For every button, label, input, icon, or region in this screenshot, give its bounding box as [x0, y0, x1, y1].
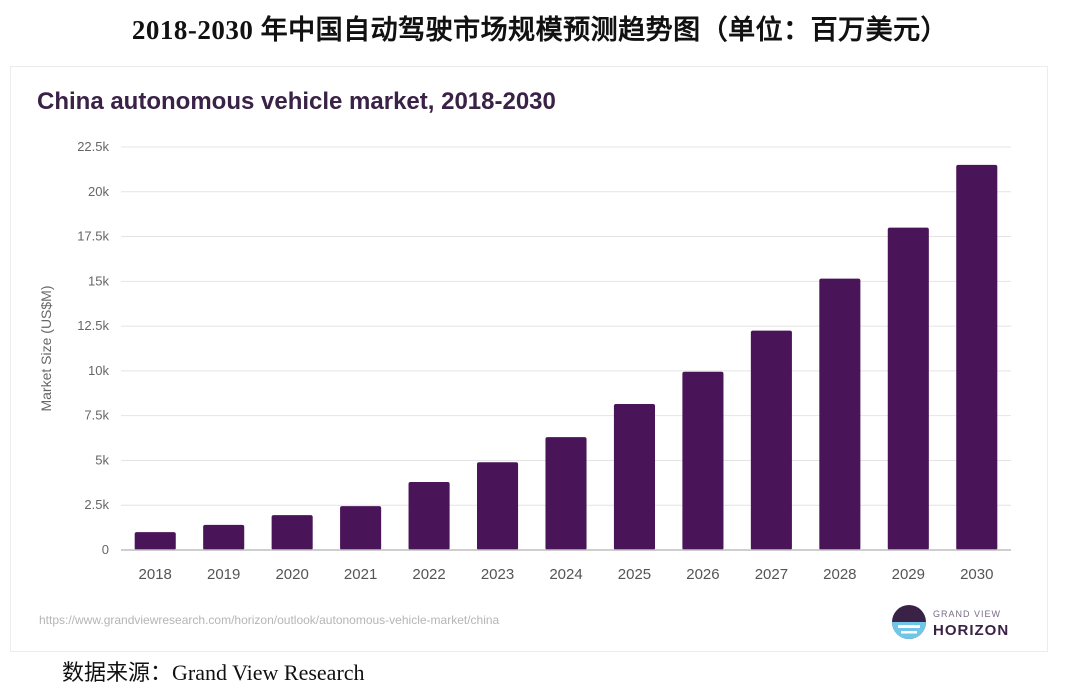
- x-tick-label: 2027: [755, 566, 788, 583]
- y-tick-label: 5k: [95, 452, 109, 467]
- bar-2018: [134, 532, 176, 550]
- y-tick-label: 15k: [88, 273, 109, 288]
- bar-2021: [340, 506, 382, 550]
- x-tick-label: 2018: [139, 566, 172, 583]
- gridlines: [121, 146, 1011, 506]
- bar-2025: [613, 404, 655, 550]
- y-tick-label: 22.5k: [77, 139, 109, 154]
- y-tick-label: 17.5k: [77, 229, 109, 244]
- y-tick-label: 12.5k: [77, 318, 109, 333]
- source-url[interactable]: https://www.grandviewresearch.com/horizo…: [39, 613, 500, 627]
- x-tick-label: 2023: [481, 566, 514, 583]
- bar-chart: China autonomous vehicle market, 2018-20…: [37, 88, 1011, 639]
- y-tick-label: 7.5k: [84, 408, 109, 423]
- y-axis-ticks: 0 2.5k 5k 7.5k 10k 12.5k 15k 17.5k 20k 22.5k: [77, 139, 109, 557]
- chart-title: China autonomous vehicle market, 2018-20…: [37, 88, 556, 115]
- y-tick-label: 10k: [88, 363, 109, 378]
- bar-2029: [887, 227, 929, 550]
- x-tick-label: 2025: [618, 566, 651, 583]
- bar-2020: [271, 515, 313, 550]
- x-tick-label: 2028: [823, 566, 856, 583]
- y-tick-label: 2.5k: [84, 497, 109, 512]
- x-tick-label: 2024: [549, 566, 582, 583]
- x-tick-label: 2019: [207, 566, 240, 583]
- bars: [134, 164, 998, 550]
- page-title: 2018-2030 年中国自动驾驶市场规模预测趋势图（单位：百万美元）: [131, 15, 949, 45]
- x-tick-label: 2030: [960, 566, 993, 583]
- source-line: 数据来源：Grand View Research: [62, 660, 365, 685]
- chart-card: China autonomous vehicle market, 2018-20…: [10, 66, 1048, 652]
- bar-2023: [477, 462, 519, 550]
- x-axis-ticks: 2018 2019 2020 2021 2022 2023 2024 2025 2026 2027…: [139, 566, 994, 583]
- x-tick-label: 2022: [412, 566, 445, 583]
- bar-2027: [750, 330, 792, 550]
- bar-2019: [203, 524, 245, 550]
- bar-2024: [545, 437, 587, 550]
- y-axis-label: Market Size (US$M): [38, 285, 54, 411]
- bar-2026: [682, 371, 724, 550]
- x-tick-label: 2026: [686, 566, 719, 583]
- bar-2022: [408, 481, 450, 550]
- y-tick-label: 0: [102, 542, 109, 557]
- grand-view-horizon-logo: GRAND VIEW HORIZON: [892, 605, 1009, 639]
- x-tick-label: 2021: [344, 566, 377, 583]
- bar-2030: [956, 164, 998, 550]
- brand-bottom-text: HORIZON: [933, 622, 1009, 639]
- x-tick-label: 2020: [275, 566, 308, 583]
- y-tick-label: 20k: [88, 184, 109, 199]
- bar-2028: [819, 278, 861, 550]
- x-tick-label: 2029: [892, 566, 925, 583]
- brand-top-text: GRAND VIEW: [933, 609, 1001, 619]
